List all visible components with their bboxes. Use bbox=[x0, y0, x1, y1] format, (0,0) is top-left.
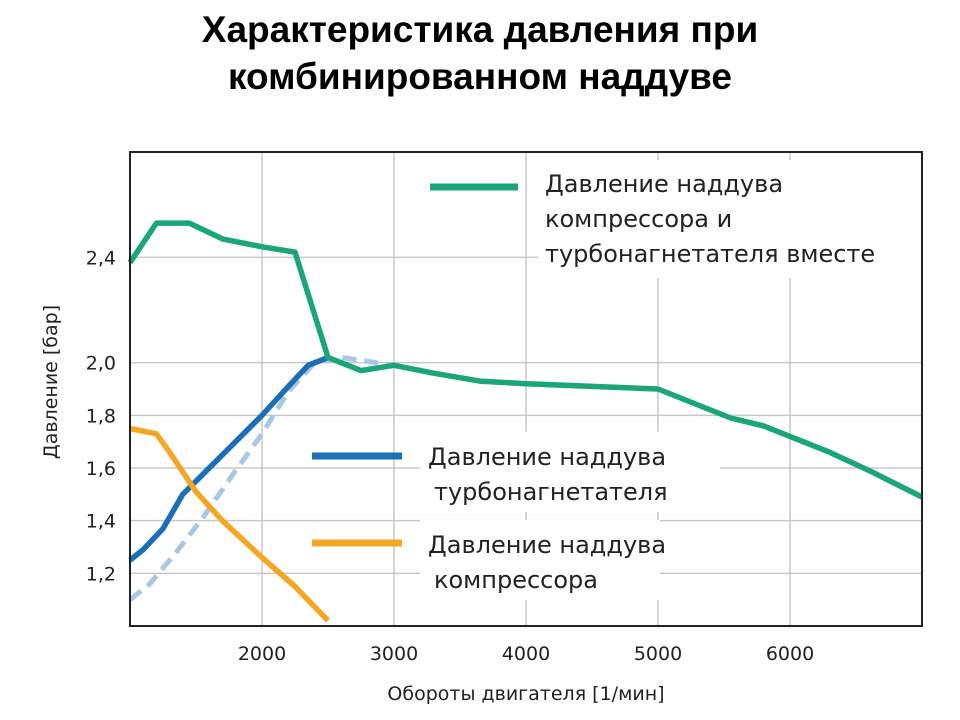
y-tick-label: 1,2 bbox=[86, 563, 116, 585]
turbo-pressure-line bbox=[128, 354, 330, 563]
combined-pressure-line bbox=[127, 220, 924, 500]
x-tick-label: 3000 bbox=[370, 643, 418, 665]
plot-frame bbox=[129, 151, 923, 627]
legend-line: турбонагнетателя вместе bbox=[545, 240, 875, 268]
legend-line: компрессора bbox=[434, 566, 598, 594]
x-tick-label: 4000 bbox=[502, 643, 550, 665]
series-lines bbox=[127, 220, 924, 623]
legend-compressor-label: Давление наддува компрессора bbox=[428, 531, 666, 594]
legend-line: Давление наддува bbox=[428, 531, 666, 559]
y-axis-label: Давление [бар] bbox=[40, 305, 62, 459]
y-tick-label: 1,8 bbox=[86, 405, 116, 427]
legend: Давление наддува компрессора и турбонагнет… bbox=[312, 160, 922, 600]
legend-line: Давление наддува bbox=[545, 170, 783, 198]
x-tick-label: 2000 bbox=[238, 643, 286, 665]
y-tick-label: 2,0 bbox=[86, 353, 116, 375]
y-tick-label: 1,4 bbox=[86, 511, 116, 533]
title-line-2: комбинированном наддуве bbox=[228, 56, 732, 97]
legend-combined-background bbox=[538, 160, 922, 278]
compressor-pressure-line bbox=[129, 425, 330, 623]
legend-line: Давление наддува bbox=[428, 443, 666, 471]
title-line-1: Характеристика давления при bbox=[201, 9, 759, 50]
y-tick-label: 2,4 bbox=[86, 247, 116, 269]
y-tick-label: 1,6 bbox=[86, 458, 116, 480]
legend-line: компрессора и bbox=[545, 205, 732, 233]
x-tick-label: 5000 bbox=[634, 643, 682, 665]
legend-turbo-label: Давление наддува турбонагнетателя bbox=[428, 443, 668, 506]
x-tick-label: 6000 bbox=[766, 643, 814, 665]
x-axis-label: Обороты двигателя [1/мин] bbox=[387, 683, 664, 705]
chart-title: Характеристика давления при комбинирован… bbox=[0, 6, 960, 100]
legend-compressor-background bbox=[420, 520, 660, 600]
legend-turbo-background bbox=[420, 432, 720, 512]
legend-combined-label: Давление наддува компрессора и турбонагнет… bbox=[545, 170, 875, 268]
legend-line: турбонагнетателя bbox=[434, 478, 668, 506]
tick-labels: 2000 3000 4000 5000 6000 1,2 1,4 1,6 1,8 2,0 2,4 bbox=[86, 247, 814, 665]
